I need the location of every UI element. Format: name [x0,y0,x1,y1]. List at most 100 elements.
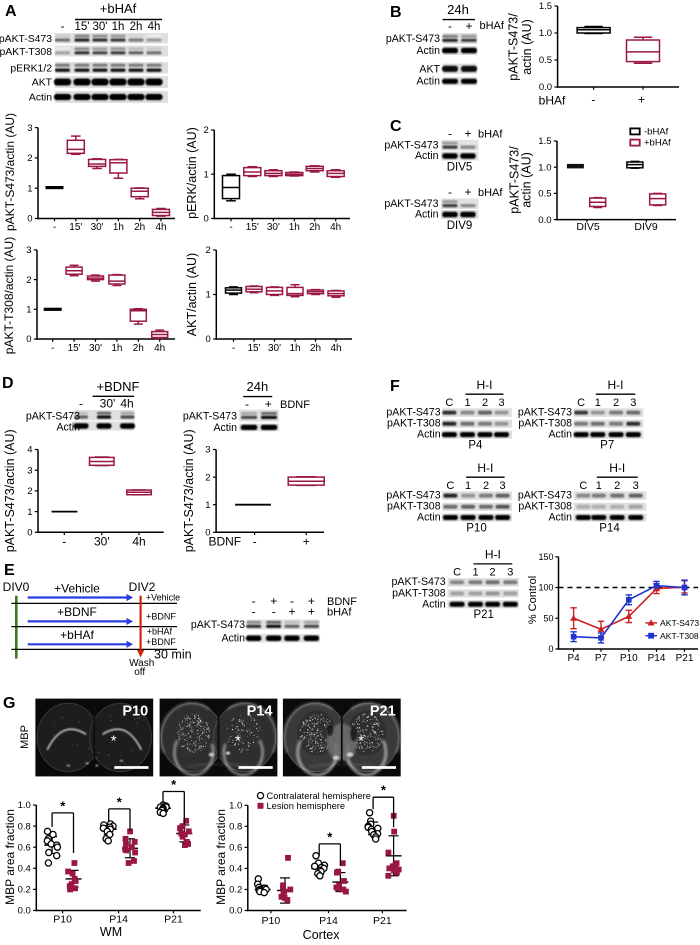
svg-text:30 min: 30 min [154,648,192,662]
svg-text:BDNF: BDNF [327,596,357,608]
svg-text:pAKT-S473/actin (AU): pAKT-S473/actin (AU) [3,113,17,231]
svg-text:D: D [2,375,14,392]
svg-text:0.0: 0.0 [539,82,552,93]
svg-text:2: 2 [483,480,489,492]
svg-text:1.0: 1.0 [538,162,551,173]
svg-text:P14: P14 [599,523,620,535]
svg-text:4h: 4h [155,222,166,233]
svg-text:1.5: 1.5 [538,136,551,147]
svg-text:2: 2 [204,125,209,136]
svg-text:2h: 2h [130,21,143,33]
svg-text:2h: 2h [134,222,145,233]
svg-text:-: - [51,343,54,354]
svg-text:30': 30' [267,222,280,233]
svg-text:pAKT-S473: pAKT-S473 [26,411,80,423]
svg-text:AKT/actin (AU): AKT/actin (AU) [185,253,199,336]
svg-text:Actin: Actin [415,150,439,162]
svg-text:*: * [381,783,387,798]
svg-text:pAKT-S473: pAKT-S473 [191,619,245,631]
svg-text:3: 3 [498,397,504,409]
svg-text:pAKT-S473: pAKT-S473 [0,34,52,45]
svg-text:0: 0 [206,334,211,345]
svg-text:-: - [53,222,56,233]
svg-text:100: 100 [538,583,553,593]
svg-text:0: 0 [26,334,31,345]
svg-text:2: 2 [614,480,620,492]
svg-text:pAKT-S473/: pAKT-S473/ [507,13,521,81]
svg-text:DIV9: DIV9 [447,220,473,232]
svg-text:*: * [327,829,333,844]
svg-text:P14: P14 [109,914,128,926]
svg-text:bHAf: bHAf [539,94,566,108]
svg-text:pAKT-T308: pAKT-T308 [518,501,572,513]
svg-text:bHAf: bHAf [480,20,505,32]
svg-text:2: 2 [490,567,496,579]
svg-text:-: - [252,605,256,619]
svg-text:+bHAf: +bHAf [644,138,671,149]
svg-text:-: - [245,397,249,411]
svg-text:H-I: H-I [477,461,493,475]
svg-text:A: A [5,3,17,20]
svg-text:30': 30' [93,21,108,33]
svg-text:24h: 24h [247,379,269,394]
svg-text:2: 2 [27,153,32,164]
svg-text:4h: 4h [148,21,161,33]
svg-text:off: off [134,667,145,678]
svg-text:3: 3 [27,465,32,476]
svg-text:Actin: Actin [548,429,572,441]
svg-text:Actin: Actin [422,598,446,610]
svg-text:1h: 1h [289,343,300,354]
svg-text:+: + [270,594,277,608]
svg-text:Contralateral hemisphere: Contralateral hemisphere [267,791,371,801]
svg-text:pAKT-T308: pAKT-T308 [387,418,441,430]
svg-text:Actin: Actin [417,512,441,524]
svg-text:-: - [253,535,257,549]
svg-text:+: + [308,594,315,608]
svg-text:+: + [464,127,471,141]
svg-text:P21: P21 [370,704,396,720]
svg-text:1: 1 [26,305,31,316]
svg-text:-: - [448,185,452,199]
svg-text:pAKT-T308/actin (AU): pAKT-T308/actin (AU) [2,237,16,354]
svg-text:P10: P10 [122,704,148,720]
svg-text:1: 1 [27,183,32,194]
svg-text:C: C [579,480,587,492]
svg-text:0.0: 0.0 [538,215,551,226]
svg-text:15': 15' [247,343,260,354]
svg-text:4h: 4h [330,343,341,354]
svg-text:2: 2 [206,245,211,256]
svg-text:24h: 24h [447,2,469,17]
svg-text:MBP area fraction: MBP area fraction [3,809,17,905]
svg-text:-bHAf: -bHAf [644,126,669,137]
svg-text:pERK1/2: pERK1/2 [10,64,52,75]
svg-text:*: * [111,732,117,749]
svg-text:B: B [390,4,402,21]
svg-text:pAKT-S473: pAKT-S473 [518,489,572,501]
svg-text:AKT-S473: AKT-S473 [660,618,699,628]
svg-text:-: - [272,605,276,619]
svg-text:-: - [62,535,66,549]
svg-text:+BDNF: +BDNF [57,605,97,619]
svg-text:0: 0 [204,214,209,225]
svg-text:Cortex: Cortex [303,928,341,940]
svg-text:+: + [464,185,471,199]
svg-text:-: - [591,93,595,107]
svg-text:2: 2 [27,486,32,497]
svg-text:0.8: 0.8 [18,821,31,832]
svg-text:P21: P21 [164,914,183,926]
svg-text:+bHAf: +bHAf [147,627,173,637]
svg-text:3: 3 [27,123,32,134]
svg-text:0.2: 0.2 [229,885,242,896]
svg-text:*: * [171,777,177,792]
svg-text:pAKT-S473/: pAKT-S473/ [508,146,522,214]
svg-text:C: C [446,480,454,492]
svg-text:1.0: 1.0 [18,800,31,811]
svg-text:pAKT-S473: pAKT-S473 [386,33,440,45]
svg-text:+Vehicle: +Vehicle [146,593,180,603]
svg-text:1: 1 [472,567,478,579]
svg-text:-: - [61,21,65,33]
svg-text:DIV5: DIV5 [576,221,600,233]
svg-text:4h: 4h [132,535,145,549]
svg-text:actin (AU): actin (AU) [520,152,534,208]
svg-text:P21: P21 [676,653,694,664]
